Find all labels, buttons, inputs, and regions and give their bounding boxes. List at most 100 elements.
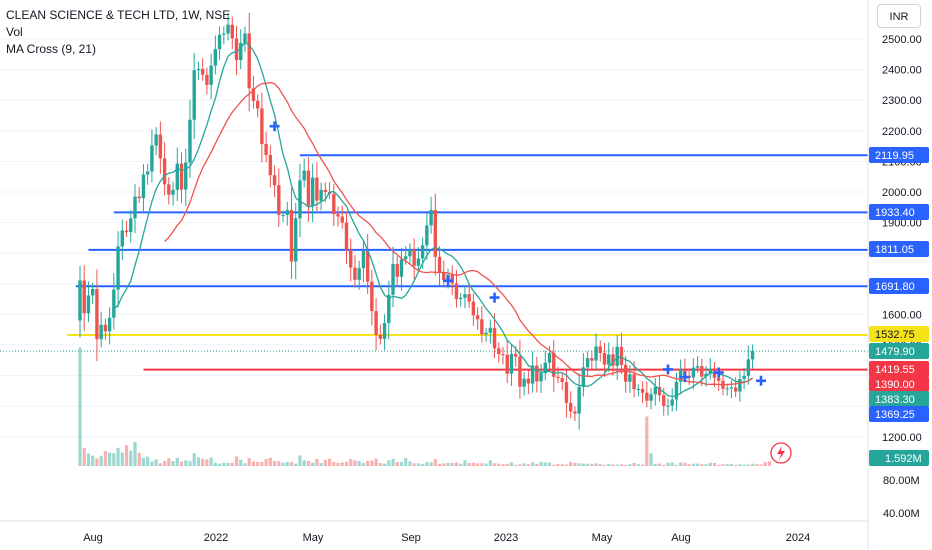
volume-bar xyxy=(192,453,196,466)
candle-body xyxy=(577,386,581,414)
candle-body xyxy=(429,210,433,226)
ma-cross-indicator-label[interactable]: MA Cross (9, 21) xyxy=(6,42,97,56)
volume-bar xyxy=(653,463,657,466)
candle-body xyxy=(442,272,446,281)
candle-body xyxy=(704,373,708,377)
candle-body xyxy=(678,369,683,382)
currency-button[interactable]: INR xyxy=(877,4,921,28)
volume-bar xyxy=(366,460,370,466)
volume-bar xyxy=(573,462,577,466)
volume-bar xyxy=(277,461,281,466)
volume-bar xyxy=(336,463,340,466)
time-axis-label: Aug xyxy=(671,532,691,544)
cross-marker xyxy=(713,367,724,378)
horizontal-levels[interactable] xyxy=(0,154,868,371)
volume-bar xyxy=(108,452,112,466)
volume-bar xyxy=(171,461,175,466)
volume-bar xyxy=(691,463,695,466)
candle-body xyxy=(243,33,247,43)
candle-body xyxy=(670,399,674,406)
candle-body xyxy=(226,24,230,34)
candle-body xyxy=(133,196,137,219)
volume-bar xyxy=(260,462,264,466)
candle-body xyxy=(649,394,653,401)
price-tag-label: 2119.95 xyxy=(875,150,914,162)
candle-body xyxy=(217,34,222,50)
candle-body xyxy=(484,332,488,335)
volume-bar xyxy=(522,463,526,466)
volume-bar xyxy=(640,464,645,466)
candle-body xyxy=(573,411,577,414)
candle-body xyxy=(222,33,226,35)
candle-body xyxy=(205,74,209,85)
volume-bar xyxy=(78,347,82,466)
volume-bar xyxy=(239,459,243,466)
volume-bar xyxy=(687,464,691,466)
volume-bar xyxy=(421,463,425,466)
candle-body xyxy=(167,184,171,195)
volume-bar xyxy=(695,463,700,466)
volume-bar xyxy=(598,464,602,466)
candle-body xyxy=(137,196,141,199)
volume-bar xyxy=(285,461,289,466)
volume-bar xyxy=(103,451,107,466)
volume-bar xyxy=(442,463,446,466)
volume-bar xyxy=(425,462,429,466)
candle-body xyxy=(556,376,560,379)
volume-bar xyxy=(590,463,594,466)
volume-bar xyxy=(547,462,552,466)
candle-body xyxy=(581,367,586,387)
price-axis[interactable]: 2500.002400.002300.002200.002100.002000.… xyxy=(882,34,922,520)
candle-body xyxy=(497,348,501,355)
candle-body xyxy=(408,249,412,257)
ma-cross-markers xyxy=(269,121,767,386)
volume-bar xyxy=(217,463,222,466)
price-tag-label: 1369.25 xyxy=(875,409,915,421)
volume-bar xyxy=(412,463,416,466)
candle-body xyxy=(196,68,201,71)
candle-body xyxy=(179,163,184,190)
candle-body xyxy=(480,319,484,335)
volume-bar xyxy=(564,464,569,466)
volume-bar xyxy=(353,460,357,466)
candle-body xyxy=(213,49,218,66)
volume-bar xyxy=(518,464,522,466)
volume-bar xyxy=(543,462,547,466)
timezone-alert-icon[interactable] xyxy=(770,442,792,464)
volume-bar xyxy=(467,463,471,466)
chart-title[interactable]: CLEAN SCIENCE & TECH LTD, 1W, NSE xyxy=(6,8,231,22)
candle-body xyxy=(509,353,514,374)
volume-bar xyxy=(95,458,99,466)
volume-bar xyxy=(657,463,662,466)
candle-body xyxy=(158,134,163,159)
candle-body xyxy=(378,334,383,339)
volume-indicator-label[interactable]: Vol xyxy=(6,25,23,39)
candle-body xyxy=(302,170,306,181)
volume-bar xyxy=(205,459,209,466)
candle-body xyxy=(742,375,746,379)
volume-bar xyxy=(395,462,399,466)
volume-bar xyxy=(476,463,480,466)
ma-slow-line xyxy=(164,81,753,386)
cross-marker xyxy=(679,372,690,383)
candle-body xyxy=(666,405,670,407)
volume-bar xyxy=(209,457,213,466)
candle-body xyxy=(209,65,213,85)
price-tag-label: 1479.90 xyxy=(875,346,915,358)
volume-bar xyxy=(750,463,755,466)
volume-bar xyxy=(387,460,391,466)
candle-body xyxy=(171,189,175,195)
time-axis[interactable]: Aug 2022 May Sep 2023 May Aug 2024 xyxy=(83,532,810,544)
candle-body xyxy=(298,180,302,219)
volume-bar xyxy=(712,463,717,466)
price-axis-label: 1200.00 xyxy=(882,432,922,444)
candle-body xyxy=(543,362,547,374)
candle-body xyxy=(547,352,552,363)
candle-body xyxy=(412,249,416,266)
time-axis-label: 2023 xyxy=(494,532,518,544)
price-axis-label: 2200.00 xyxy=(882,126,922,138)
candle-body xyxy=(467,294,471,302)
price-tags: 2119.95 1933.40 1811.05 1691.80 1532.75 1479.… xyxy=(869,147,929,466)
volume-bar xyxy=(450,463,454,466)
